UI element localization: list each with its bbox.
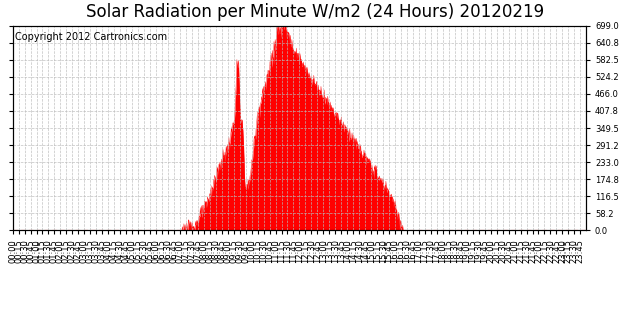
- Text: Solar Radiation per Minute W/m2 (24 Hours) 20120219: Solar Radiation per Minute W/m2 (24 Hour…: [86, 3, 544, 21]
- Text: Copyright 2012 Cartronics.com: Copyright 2012 Cartronics.com: [16, 32, 168, 42]
